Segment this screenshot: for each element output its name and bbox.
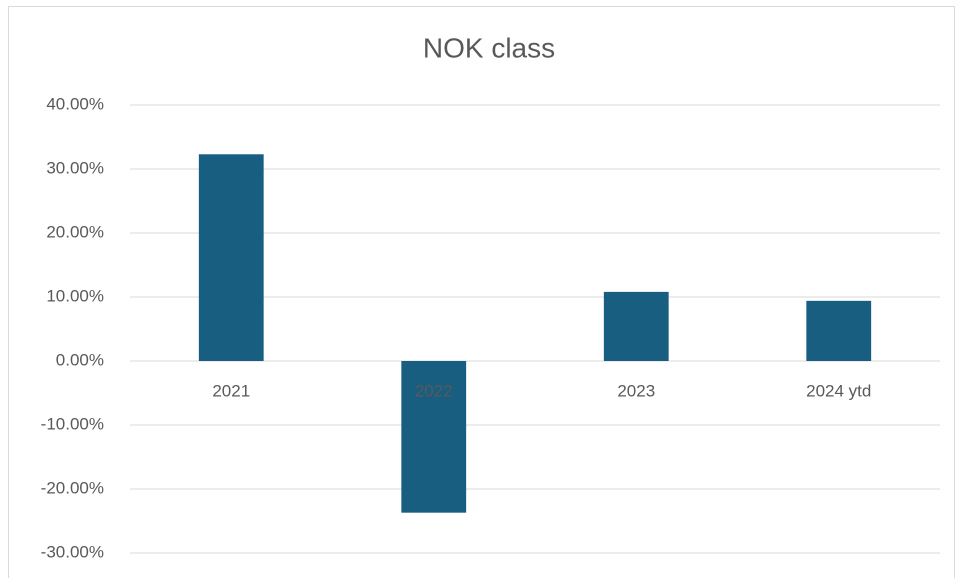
y-tick-label: -20.00% bbox=[41, 478, 104, 497]
y-tick-label: 0.00% bbox=[56, 350, 104, 369]
y-tick-label: -30.00% bbox=[41, 542, 104, 561]
y-tick-label: -10.00% bbox=[41, 414, 104, 433]
y-tick-label: 10.00% bbox=[46, 286, 104, 305]
x-tick-label: 2022 bbox=[415, 381, 453, 400]
bar bbox=[401, 361, 467, 513]
y-tick-label: 30.00% bbox=[46, 158, 104, 177]
bar bbox=[806, 300, 872, 361]
x-tick-label: 2024 ytd bbox=[806, 381, 871, 400]
bar bbox=[603, 291, 669, 361]
x-tick-label: 2021 bbox=[212, 381, 250, 400]
y-tick-label: 20.00% bbox=[46, 222, 104, 241]
chart-title: NOK class bbox=[423, 32, 555, 63]
x-tick-label: 2023 bbox=[617, 381, 655, 400]
y-tick-label: 40.00% bbox=[46, 94, 104, 113]
bar bbox=[198, 154, 264, 361]
chart-border bbox=[8, 6, 955, 578]
